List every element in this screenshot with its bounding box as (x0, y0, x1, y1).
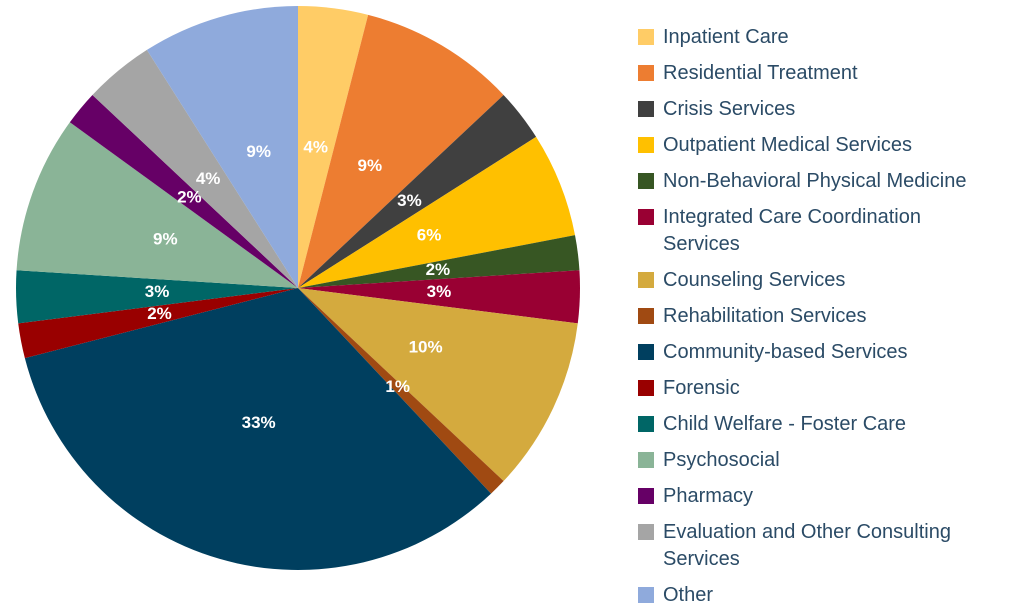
data-label: 6% (417, 226, 442, 245)
legend-item: Forensic (638, 375, 998, 402)
data-label: 9% (246, 142, 271, 161)
pie-slice (298, 288, 504, 494)
legend-swatch (638, 308, 654, 324)
legend-item: Psychosocial (638, 447, 998, 474)
legend-item: Outpatient Medical Services (638, 132, 998, 159)
legend-swatch (638, 29, 654, 45)
pie-slice (298, 235, 580, 288)
legend-label: Psychosocial (663, 449, 780, 471)
data-label: 2% (177, 188, 202, 207)
legend-item: Non-Behavioral Physical Medicine (638, 168, 998, 195)
legend-label: Non-Behavioral Physical Medicine (663, 170, 967, 192)
data-label: 10% (409, 338, 443, 357)
data-label: 3% (145, 282, 170, 301)
legend-label: Rehabilitation Services (663, 305, 867, 327)
pie-slice (69, 94, 298, 288)
legend-swatch (638, 587, 654, 603)
pie-slice (18, 288, 298, 359)
legend-swatch (638, 416, 654, 432)
data-label: 1% (385, 377, 410, 396)
data-label: 4% (303, 138, 328, 157)
data-label: 2% (147, 304, 172, 323)
pie-slice (92, 49, 298, 289)
pie-slice (298, 14, 504, 288)
pie-slice (298, 288, 578, 482)
legend-swatch (638, 344, 654, 360)
legend-swatch (638, 101, 654, 117)
legend-swatch (638, 209, 654, 225)
pie: 4%9%3%6%2%3%10%1%33%2%3%9%2%4%9% (16, 6, 580, 571)
legend-label: Residential Treatment (663, 62, 858, 84)
data-label: 33% (242, 413, 276, 432)
data-label: 4% (196, 169, 221, 188)
legend-swatch (638, 380, 654, 396)
legend-swatch (638, 137, 654, 153)
pie-slice (298, 6, 369, 288)
data-label: 9% (357, 156, 382, 175)
legend-label: Evaluation and Other Consulting Services (663, 521, 951, 570)
legend-label: Inpatient Care (663, 26, 789, 48)
legend-label: Other (663, 584, 714, 603)
legend-label: Outpatient Medical Services (663, 134, 913, 156)
legend-swatch (638, 452, 654, 468)
data-label: 3% (427, 282, 452, 301)
legend-item: Community-based Services (638, 339, 998, 366)
legend-label: Counseling Services (663, 269, 846, 291)
legend-item: Evaluation and Other Consulting Services (638, 519, 998, 573)
pie-slice (16, 270, 299, 324)
legend-swatch (638, 173, 654, 189)
legend-label: Integrated Care Coordination Services (663, 206, 921, 255)
data-label: 3% (397, 191, 422, 210)
legend-label: Child Welfare - Foster Care (663, 413, 907, 435)
legend-item: Integrated Care Coordination Services (638, 204, 998, 258)
legend-item: Pharmacy (638, 483, 998, 510)
pie-slice (24, 288, 492, 571)
legend: Inpatient Care Residential Treatment Crisi… (638, 24, 998, 603)
legend-label: Forensic (663, 377, 740, 399)
legend-swatch (638, 524, 654, 540)
legend-swatch (638, 488, 654, 504)
legend-item: Crisis Services (638, 96, 998, 123)
data-label: 9% (153, 230, 178, 249)
legend-swatch (638, 65, 654, 81)
legend-item: Inpatient Care (638, 24, 998, 51)
legend-label: Community-based Services (663, 341, 908, 363)
legend-swatch (638, 272, 654, 288)
pie-slice (298, 270, 580, 324)
legend-label: Pharmacy (663, 485, 754, 507)
pie-slice (146, 6, 298, 288)
pie-slice (298, 94, 537, 288)
data-label: 2% (426, 260, 451, 279)
pie-slice (298, 136, 576, 288)
pie-slice (16, 122, 299, 288)
legend-item: Other (638, 582, 998, 603)
legend-label: Crisis Services (663, 98, 796, 120)
legend-item: Counseling Services (638, 267, 998, 294)
legend-item: Child Welfare - Foster Care (638, 411, 998, 438)
legend-item: Rehabilitation Services (638, 303, 998, 330)
legend-item: Residential Treatment (638, 60, 998, 87)
